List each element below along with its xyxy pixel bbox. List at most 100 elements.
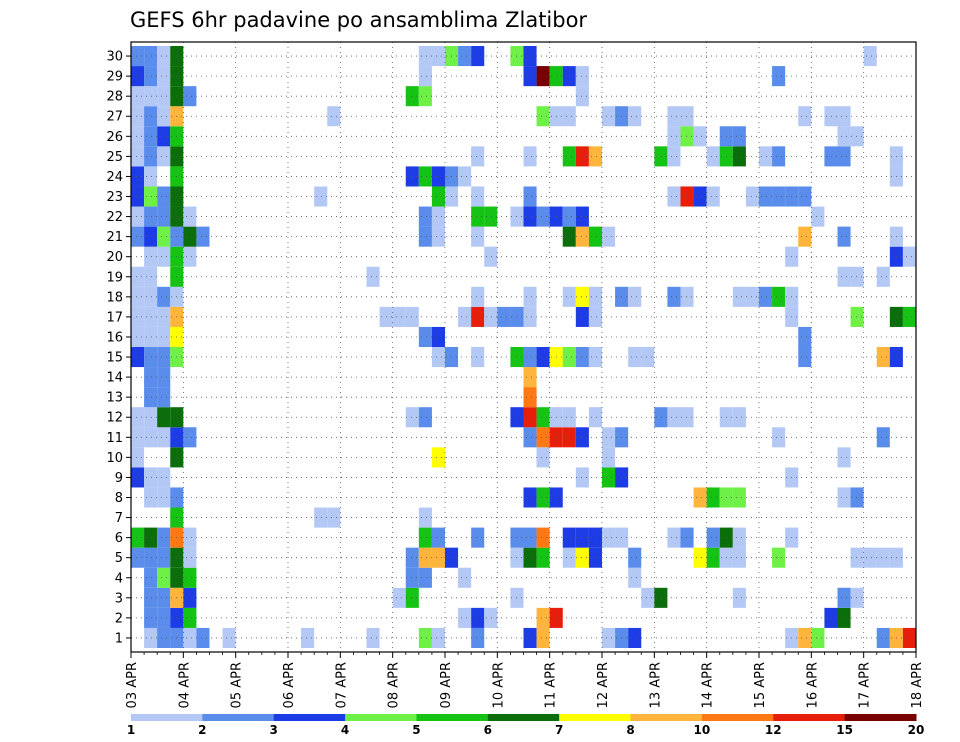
heatmap-cell bbox=[588, 547, 602, 568]
heatmap-cell bbox=[405, 166, 419, 187]
heatmap-cell bbox=[772, 186, 786, 207]
heatmap-cell bbox=[772, 427, 786, 448]
y-tick-label: 30 bbox=[106, 50, 123, 65]
y-tick-label: 4 bbox=[115, 571, 123, 586]
heatmap-cell bbox=[628, 347, 642, 368]
heatmap-cell bbox=[876, 266, 890, 287]
heatmap-cell bbox=[759, 186, 773, 207]
y-tick-label: 22 bbox=[106, 210, 123, 225]
y-tick-label: 10 bbox=[106, 451, 123, 466]
heatmap-cell bbox=[575, 66, 589, 87]
y-tick-label: 25 bbox=[106, 150, 123, 165]
heatmap-cell bbox=[706, 186, 720, 207]
heatmap-cell bbox=[431, 547, 445, 568]
heatmap-cell bbox=[654, 407, 668, 428]
heatmap-cell bbox=[575, 286, 589, 307]
heatmap-cell bbox=[798, 226, 812, 247]
colorbar-swatch bbox=[844, 714, 917, 721]
heatmap-cell bbox=[144, 407, 158, 428]
heatmap-cell bbox=[536, 66, 550, 87]
heatmap-cell bbox=[144, 86, 158, 107]
heatmap-cell bbox=[157, 347, 171, 368]
heatmap-cell bbox=[562, 286, 576, 307]
y-tick-label: 5 bbox=[115, 551, 123, 566]
heatmap-cell bbox=[157, 387, 171, 408]
heatmap-cell bbox=[418, 46, 432, 67]
heatmap-cell bbox=[628, 627, 642, 648]
heatmap-cell bbox=[523, 627, 537, 648]
heatmap-cell bbox=[575, 86, 589, 107]
heatmap-cell bbox=[144, 126, 158, 147]
heatmap-cell bbox=[196, 627, 210, 648]
heatmap-cell bbox=[536, 547, 550, 568]
heatmap-cell bbox=[431, 46, 445, 67]
heatmap-cell bbox=[667, 146, 681, 167]
heatmap-cell bbox=[183, 226, 197, 247]
heatmap-cell bbox=[183, 607, 197, 628]
heatmap-cell bbox=[667, 286, 681, 307]
heatmap-cell bbox=[366, 627, 380, 648]
heatmap-cell bbox=[536, 106, 550, 127]
heatmap-cell bbox=[902, 246, 916, 267]
heatmap-cell bbox=[196, 226, 210, 247]
heatmap-cell bbox=[471, 306, 485, 327]
colorbar-swatch bbox=[345, 714, 417, 721]
heatmap-cell bbox=[131, 166, 145, 187]
heatmap-cell bbox=[588, 306, 602, 327]
heatmap-cell bbox=[183, 246, 197, 267]
heatmap-cell bbox=[144, 387, 158, 408]
heatmap-cell bbox=[732, 126, 746, 147]
heatmap-cell bbox=[157, 186, 171, 207]
heatmap-cell bbox=[157, 86, 171, 107]
heatmap-cell bbox=[575, 547, 589, 568]
heatmap-cell bbox=[628, 547, 642, 568]
heatmap-cell bbox=[693, 547, 707, 568]
x-tick-label: 13 APR bbox=[648, 662, 663, 708]
colorbar-label: 20 bbox=[908, 723, 925, 737]
heatmap-cell bbox=[144, 206, 158, 227]
y-tick-label: 13 bbox=[106, 391, 123, 406]
heatmap-cell bbox=[562, 347, 576, 368]
heatmap-cell bbox=[157, 627, 171, 648]
y-tick-label: 19 bbox=[106, 270, 123, 285]
heatmap-cell bbox=[706, 487, 720, 508]
heatmap-cell bbox=[183, 567, 197, 588]
heatmap-cell bbox=[471, 607, 485, 628]
y-tick-label: 15 bbox=[106, 351, 123, 366]
heatmap-cell bbox=[706, 146, 720, 167]
heatmap-cell bbox=[131, 306, 145, 327]
heatmap-cell bbox=[837, 266, 851, 287]
heatmap-cell bbox=[706, 527, 720, 548]
heatmap-cell bbox=[523, 347, 537, 368]
heatmap-cell bbox=[693, 487, 707, 508]
heatmap-cell bbox=[392, 587, 406, 608]
y-tick-label: 11 bbox=[106, 431, 123, 446]
heatmap-cell bbox=[667, 126, 681, 147]
heatmap-cell bbox=[562, 66, 576, 87]
x-tick-label: 04 APR bbox=[177, 662, 192, 708]
heatmap-cell bbox=[523, 206, 537, 227]
heatmap-cell bbox=[641, 587, 655, 608]
heatmap-cell bbox=[850, 547, 864, 568]
heatmap-cell bbox=[772, 66, 786, 87]
heatmap-cell bbox=[157, 246, 171, 267]
heatmap-cell bbox=[144, 106, 158, 127]
heatmap-cell bbox=[523, 367, 537, 388]
y-tick-label: 18 bbox=[106, 290, 123, 305]
heatmap-cell bbox=[680, 527, 694, 548]
heatmap-cell bbox=[183, 427, 197, 448]
heatmap-cell bbox=[523, 146, 537, 167]
heatmap-cell bbox=[131, 86, 145, 107]
y-tick-label: 3 bbox=[115, 591, 123, 606]
heatmap-cell bbox=[471, 46, 485, 67]
y-tick-label: 28 bbox=[106, 90, 123, 105]
heatmap-cell bbox=[131, 547, 145, 568]
x-tick-label: 12 APR bbox=[596, 662, 611, 708]
heatmap-cell bbox=[418, 226, 432, 247]
x-tick-label: 16 APR bbox=[805, 662, 820, 708]
heatmap-cell bbox=[131, 66, 145, 87]
heatmap-cell bbox=[536, 627, 550, 648]
x-tick-label: 10 APR bbox=[491, 662, 506, 708]
heatmap-cell bbox=[680, 407, 694, 428]
heatmap-cell bbox=[144, 607, 158, 628]
